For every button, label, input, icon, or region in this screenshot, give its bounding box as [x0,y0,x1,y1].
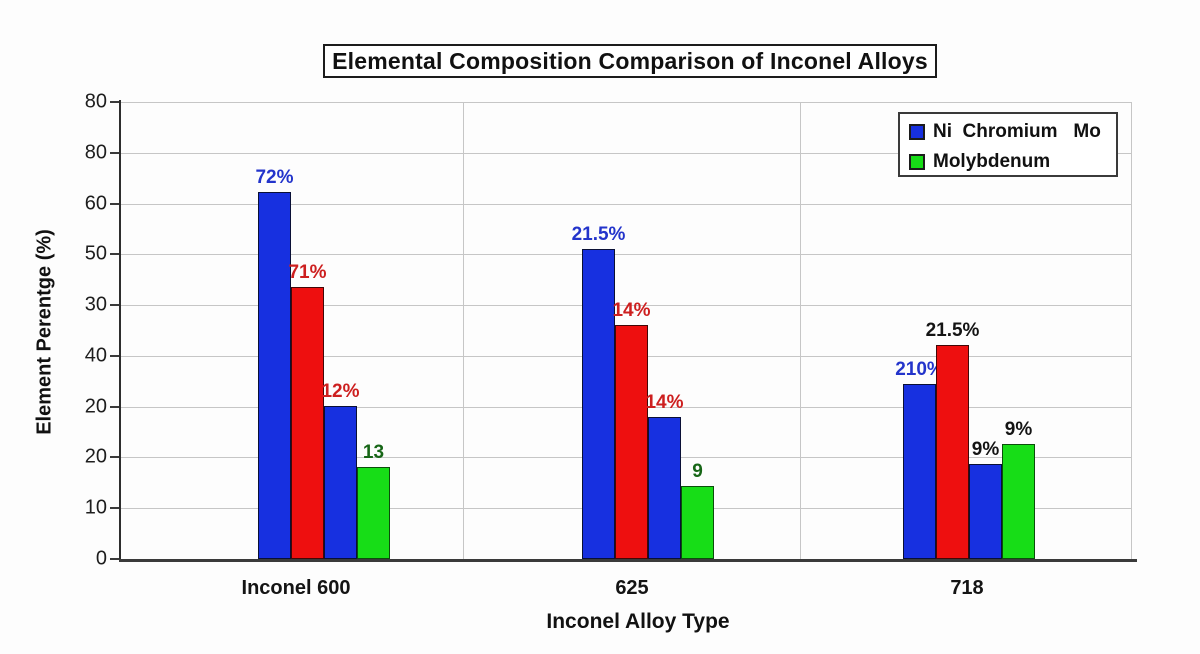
bar-inconel-600-0 [258,192,291,559]
bar-718-2 [969,464,1002,559]
bar-value-label: 14% [612,300,651,321]
y-tick-mark [110,406,119,408]
y-tick-mark [110,304,119,306]
h-gridline [121,305,1132,306]
bar-value-label: 9 [692,461,703,482]
h-gridline [121,102,1132,103]
chart-title: Elemental Composition Comparison of Inco… [323,44,937,78]
bar-value-label: 210% [895,359,944,380]
legend-swatch-green [909,154,925,170]
x-tick-label-2: 625 [615,577,649,599]
bar-718-3 [1002,444,1035,559]
x-axis-title: Inconel Alloy Type [546,610,730,633]
bar-value-label: 9% [1004,419,1033,440]
x-tick-label-3: 718 [950,577,984,599]
bar-value-label: 21.5% [925,320,980,341]
h-gridline [121,204,1132,205]
bar-value-label: 21.5% [571,224,626,245]
y-tick-label: 20 [84,445,107,468]
bar-value-label: 12% [321,381,360,402]
bar-inconel-600-1 [291,287,324,559]
bar-value-label: 14% [645,392,684,413]
y-tick-mark [110,152,119,154]
y-tick-label: 80 [84,90,107,113]
bar-625-1 [615,325,648,559]
y-tick-mark [110,253,119,255]
legend-entry-label: Ni Chromium Mo [933,121,1101,142]
y-tick-mark [110,558,119,560]
bar-625-0 [582,249,615,559]
y-tick-mark [110,456,119,458]
legend-swatch-blue [909,124,925,140]
plot-area: 80 80 60 50 30 40 20 20 10 0 72% 71% 12% 13 Inconel 60… [85,91,1132,633]
y-tick-label: 60 [84,192,107,215]
bar-inconel-600-2 [324,406,357,559]
y-tick-mark [110,355,119,357]
y-tick-label: 40 [84,344,107,367]
h-gridline [121,153,1132,154]
bar-value-label: 72% [255,167,294,188]
legend-entry-label: Molybdenum [933,151,1051,172]
y-tick-label: 30 [84,293,107,316]
bar-value-label: 13 [362,442,385,463]
y-tick-label: 10 [84,496,107,519]
bar-718-1 [936,345,969,559]
y-tick-mark [110,101,119,103]
bar-value-label: 9% [971,439,1000,460]
legend-box: Ni Chromium Mo Molybdenum [898,112,1118,177]
v-gridline [1131,102,1132,559]
y-tick-label: 0 [95,547,107,570]
v-gridline [463,102,464,559]
x-axis-line [119,559,1137,562]
bar-625-2 [648,417,681,559]
bar-718-0 [903,384,936,559]
bar-inconel-600-3 [357,467,390,559]
y-tick-label: 20 [84,395,107,418]
bar-value-label: 71% [288,262,327,283]
y-tick-label: 80 [84,141,107,164]
legend-entry-1: Ni Chromium Mo [909,121,1101,142]
y-tick-label: 50 [84,242,107,265]
v-gridline [800,102,801,559]
x-tick-label-1: Inconel 600 [241,577,351,599]
h-gridline [121,254,1132,255]
bar-625-3 [681,486,714,559]
y-tick-mark [110,203,119,205]
y-tick-mark [110,507,119,509]
legend-entry-2: Molybdenum [909,151,1051,172]
y-axis-line [119,100,121,562]
